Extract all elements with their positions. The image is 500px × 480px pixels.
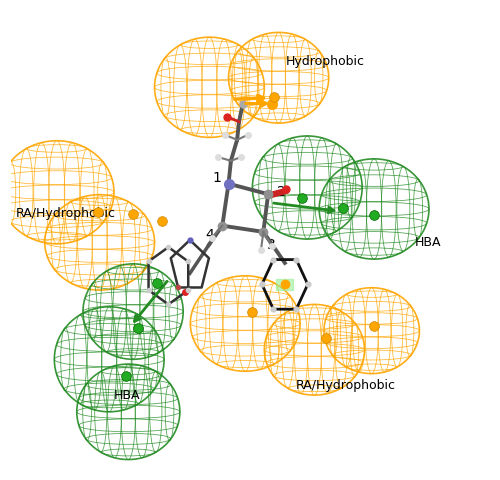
Text: RA/Hydrophobic: RA/Hydrophobic [16, 207, 116, 220]
Text: RA/Hydrophobic: RA/Hydrophobic [296, 379, 396, 392]
Polygon shape [276, 279, 293, 290]
Text: HBA: HBA [114, 389, 140, 402]
Text: 3: 3 [267, 238, 276, 252]
Text: HBA: HBA [414, 236, 441, 249]
Text: 1: 1 [212, 171, 221, 185]
Text: 4: 4 [205, 228, 214, 242]
Text: Hydrophobic: Hydrophobic [286, 55, 365, 68]
Text: 2: 2 [276, 185, 285, 199]
